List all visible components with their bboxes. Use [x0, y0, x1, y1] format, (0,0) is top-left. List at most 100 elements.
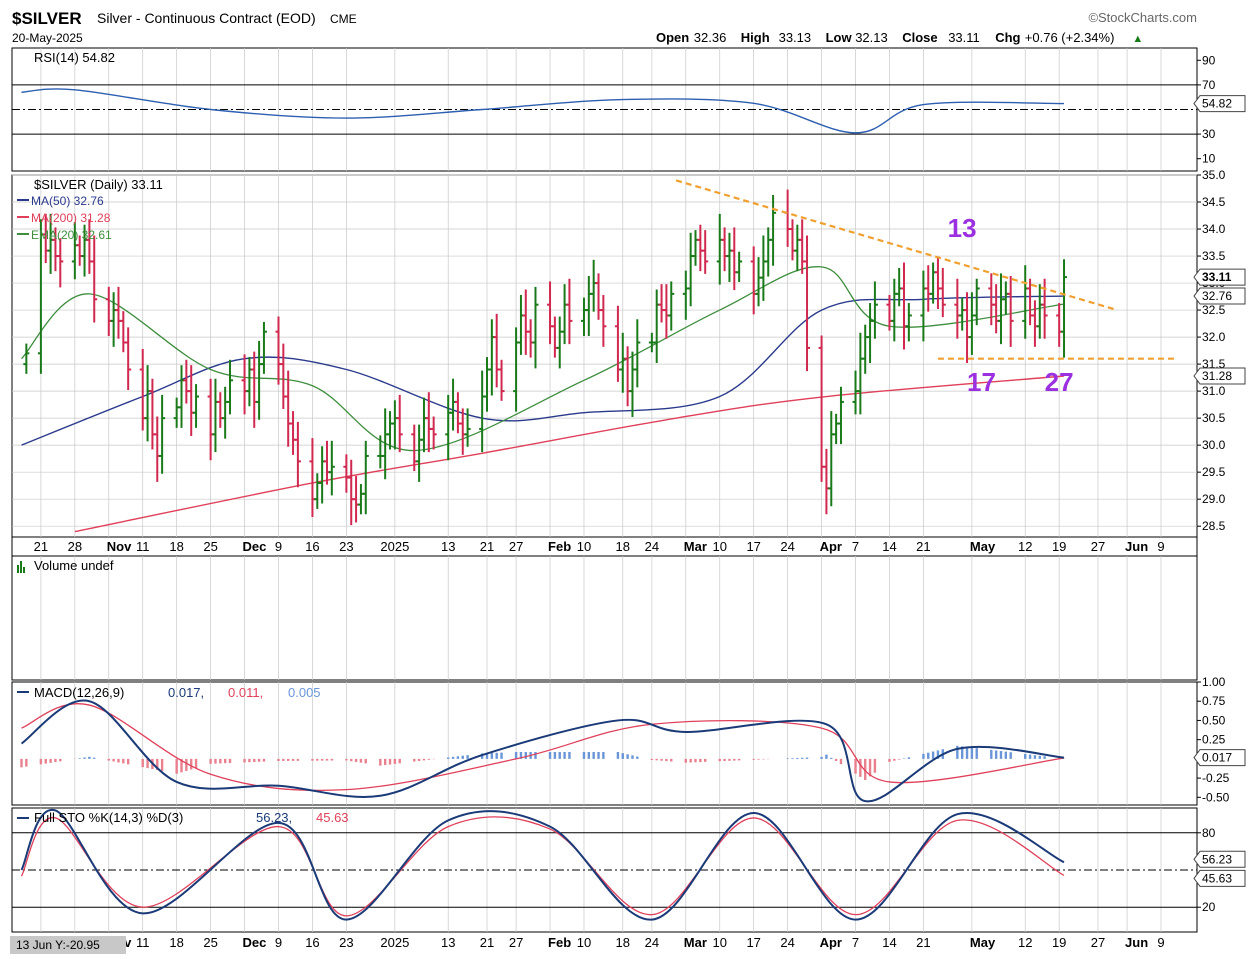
macd-hist-bar — [108, 759, 110, 761]
macd-hist-bar — [820, 757, 822, 759]
ohlc-value-low: 32.13 — [855, 30, 888, 45]
x-label: 12 — [1018, 935, 1032, 950]
macd-hist-bar — [922, 754, 924, 759]
x-label: 11 — [136, 539, 150, 554]
macd-hist-bar — [423, 759, 425, 761]
x-label: 9 — [275, 935, 282, 950]
macd-hist-bar — [592, 752, 594, 759]
sto-d-value: 45.63 — [316, 810, 349, 825]
rsi-badge: 54.82 — [1194, 96, 1245, 112]
macd-hist-bar — [626, 754, 628, 759]
macd-hist-bar — [418, 759, 420, 761]
x-label: 24 — [780, 935, 794, 950]
macd-hist-bar — [1024, 754, 1026, 759]
macd-hist-bar — [49, 759, 51, 763]
macd-hist-bar — [83, 758, 85, 759]
x-label: 14 — [882, 935, 896, 950]
price-tick-label: 32.0 — [1202, 330, 1226, 344]
x-label: Mar — [684, 935, 707, 950]
macd-hist-bar — [806, 758, 808, 759]
macd-axis-ticks: 1.000.750.500.25-0.25-0.50 — [1197, 675, 1230, 804]
macd-hist-bar — [786, 758, 788, 759]
macd-hist-bar — [719, 759, 721, 761]
x-label: 23 — [339, 539, 353, 554]
macd-hist-bar — [175, 759, 177, 774]
macd-hist-bar — [447, 757, 449, 758]
x-label: 27 — [1091, 935, 1105, 950]
x-label: 13 — [441, 935, 455, 950]
symbol-title: $SILVER — [12, 9, 82, 28]
macd-hist-bar — [995, 750, 997, 758]
x-label: 13 — [441, 539, 455, 554]
price-tick-label: 34.5 — [1202, 195, 1226, 209]
price-tick-label: 31.0 — [1202, 384, 1226, 398]
macd-hist-bar — [466, 755, 468, 759]
price-tick-label: 28.5 — [1202, 519, 1226, 533]
macd-hist-bar — [534, 752, 536, 759]
macd-hist-bar — [88, 757, 90, 759]
x-label: 17 — [746, 935, 760, 950]
rsi-value-badge: 54.82 — [1194, 96, 1245, 112]
macd-hist-bar — [699, 759, 701, 762]
macd-hist-bar — [554, 752, 556, 759]
annotation-27: 27 — [1045, 367, 1074, 397]
sto-title: Full STO %K(14,3) %D(3) — [34, 810, 183, 825]
ohlc-label-low: Low — [826, 30, 853, 45]
macd-hist-bar — [966, 747, 968, 759]
macd-hist-bar — [685, 759, 687, 763]
badge-text: 54.82 — [1202, 97, 1232, 111]
x-label: 10 — [577, 539, 591, 554]
macd-hist-bar — [394, 759, 396, 764]
sto-k-value: 56.23, — [256, 810, 292, 825]
x-label: 7 — [852, 935, 859, 950]
legend-ema20: EMA(20) 32.61 — [31, 228, 112, 242]
price-tick-label: 34.0 — [1202, 222, 1226, 236]
macd-hist-bar — [127, 759, 129, 764]
chg-up-arrow-icon: ▲ — [1132, 33, 1143, 45]
x-label: 28 — [68, 539, 82, 554]
badge-text: 56.23 — [1202, 852, 1232, 866]
macd-hist-bar — [728, 759, 730, 761]
x-label: 14 — [882, 539, 896, 554]
brand-watermark: ©StockCharts.com — [1088, 10, 1197, 25]
macd-hist-bar — [258, 759, 260, 762]
x-label: 21 — [916, 935, 930, 950]
macd-hist-bar — [413, 759, 415, 762]
macd-hist-bar — [399, 759, 401, 763]
x-label: 10 — [713, 539, 727, 554]
macd-hist-bar — [297, 759, 299, 761]
macd-hist-bar — [365, 759, 367, 764]
x-label: 25 — [203, 539, 217, 554]
ohlc-label-close: Close — [902, 30, 937, 45]
macd-tick-label: -0.50 — [1202, 790, 1230, 804]
x-label: Feb — [548, 539, 571, 554]
rsi-tick-label: 30 — [1202, 127, 1216, 141]
macd-hist-bar — [704, 759, 706, 762]
macd-hist-bar — [990, 750, 992, 759]
macd-hist-bar — [971, 748, 973, 759]
macd-hist-bar — [588, 752, 590, 759]
macd-hist-bar — [549, 752, 551, 759]
macd-hist-bar — [384, 759, 386, 765]
x-label: 21 — [916, 539, 930, 554]
macd-hist-bar — [1009, 752, 1011, 759]
x-label: 21 — [480, 935, 494, 950]
x-label: Dec — [243, 935, 267, 950]
macd-hist-bar — [525, 752, 527, 759]
macd-hist-bar — [762, 759, 764, 760]
x-label: 19 — [1052, 935, 1066, 950]
price-tick-label: 32.5 — [1202, 303, 1226, 317]
macd-hist-bar — [350, 759, 352, 761]
x-label: 16 — [305, 539, 319, 554]
x-label: 19 — [1052, 539, 1066, 554]
ohlc-label-open: Open — [656, 30, 689, 45]
x-label: Apr — [820, 539, 842, 554]
macd-hist-bar — [316, 759, 318, 761]
macd-hist-bar — [243, 759, 245, 763]
macd-hist-value: 0.005 — [288, 685, 321, 700]
macd-hist-bar — [801, 758, 803, 759]
macd-hist-bar — [559, 752, 561, 759]
macd-hist-bar — [428, 759, 430, 760]
macd-hist-bar — [321, 759, 323, 761]
macd-hist-bar — [190, 759, 192, 770]
